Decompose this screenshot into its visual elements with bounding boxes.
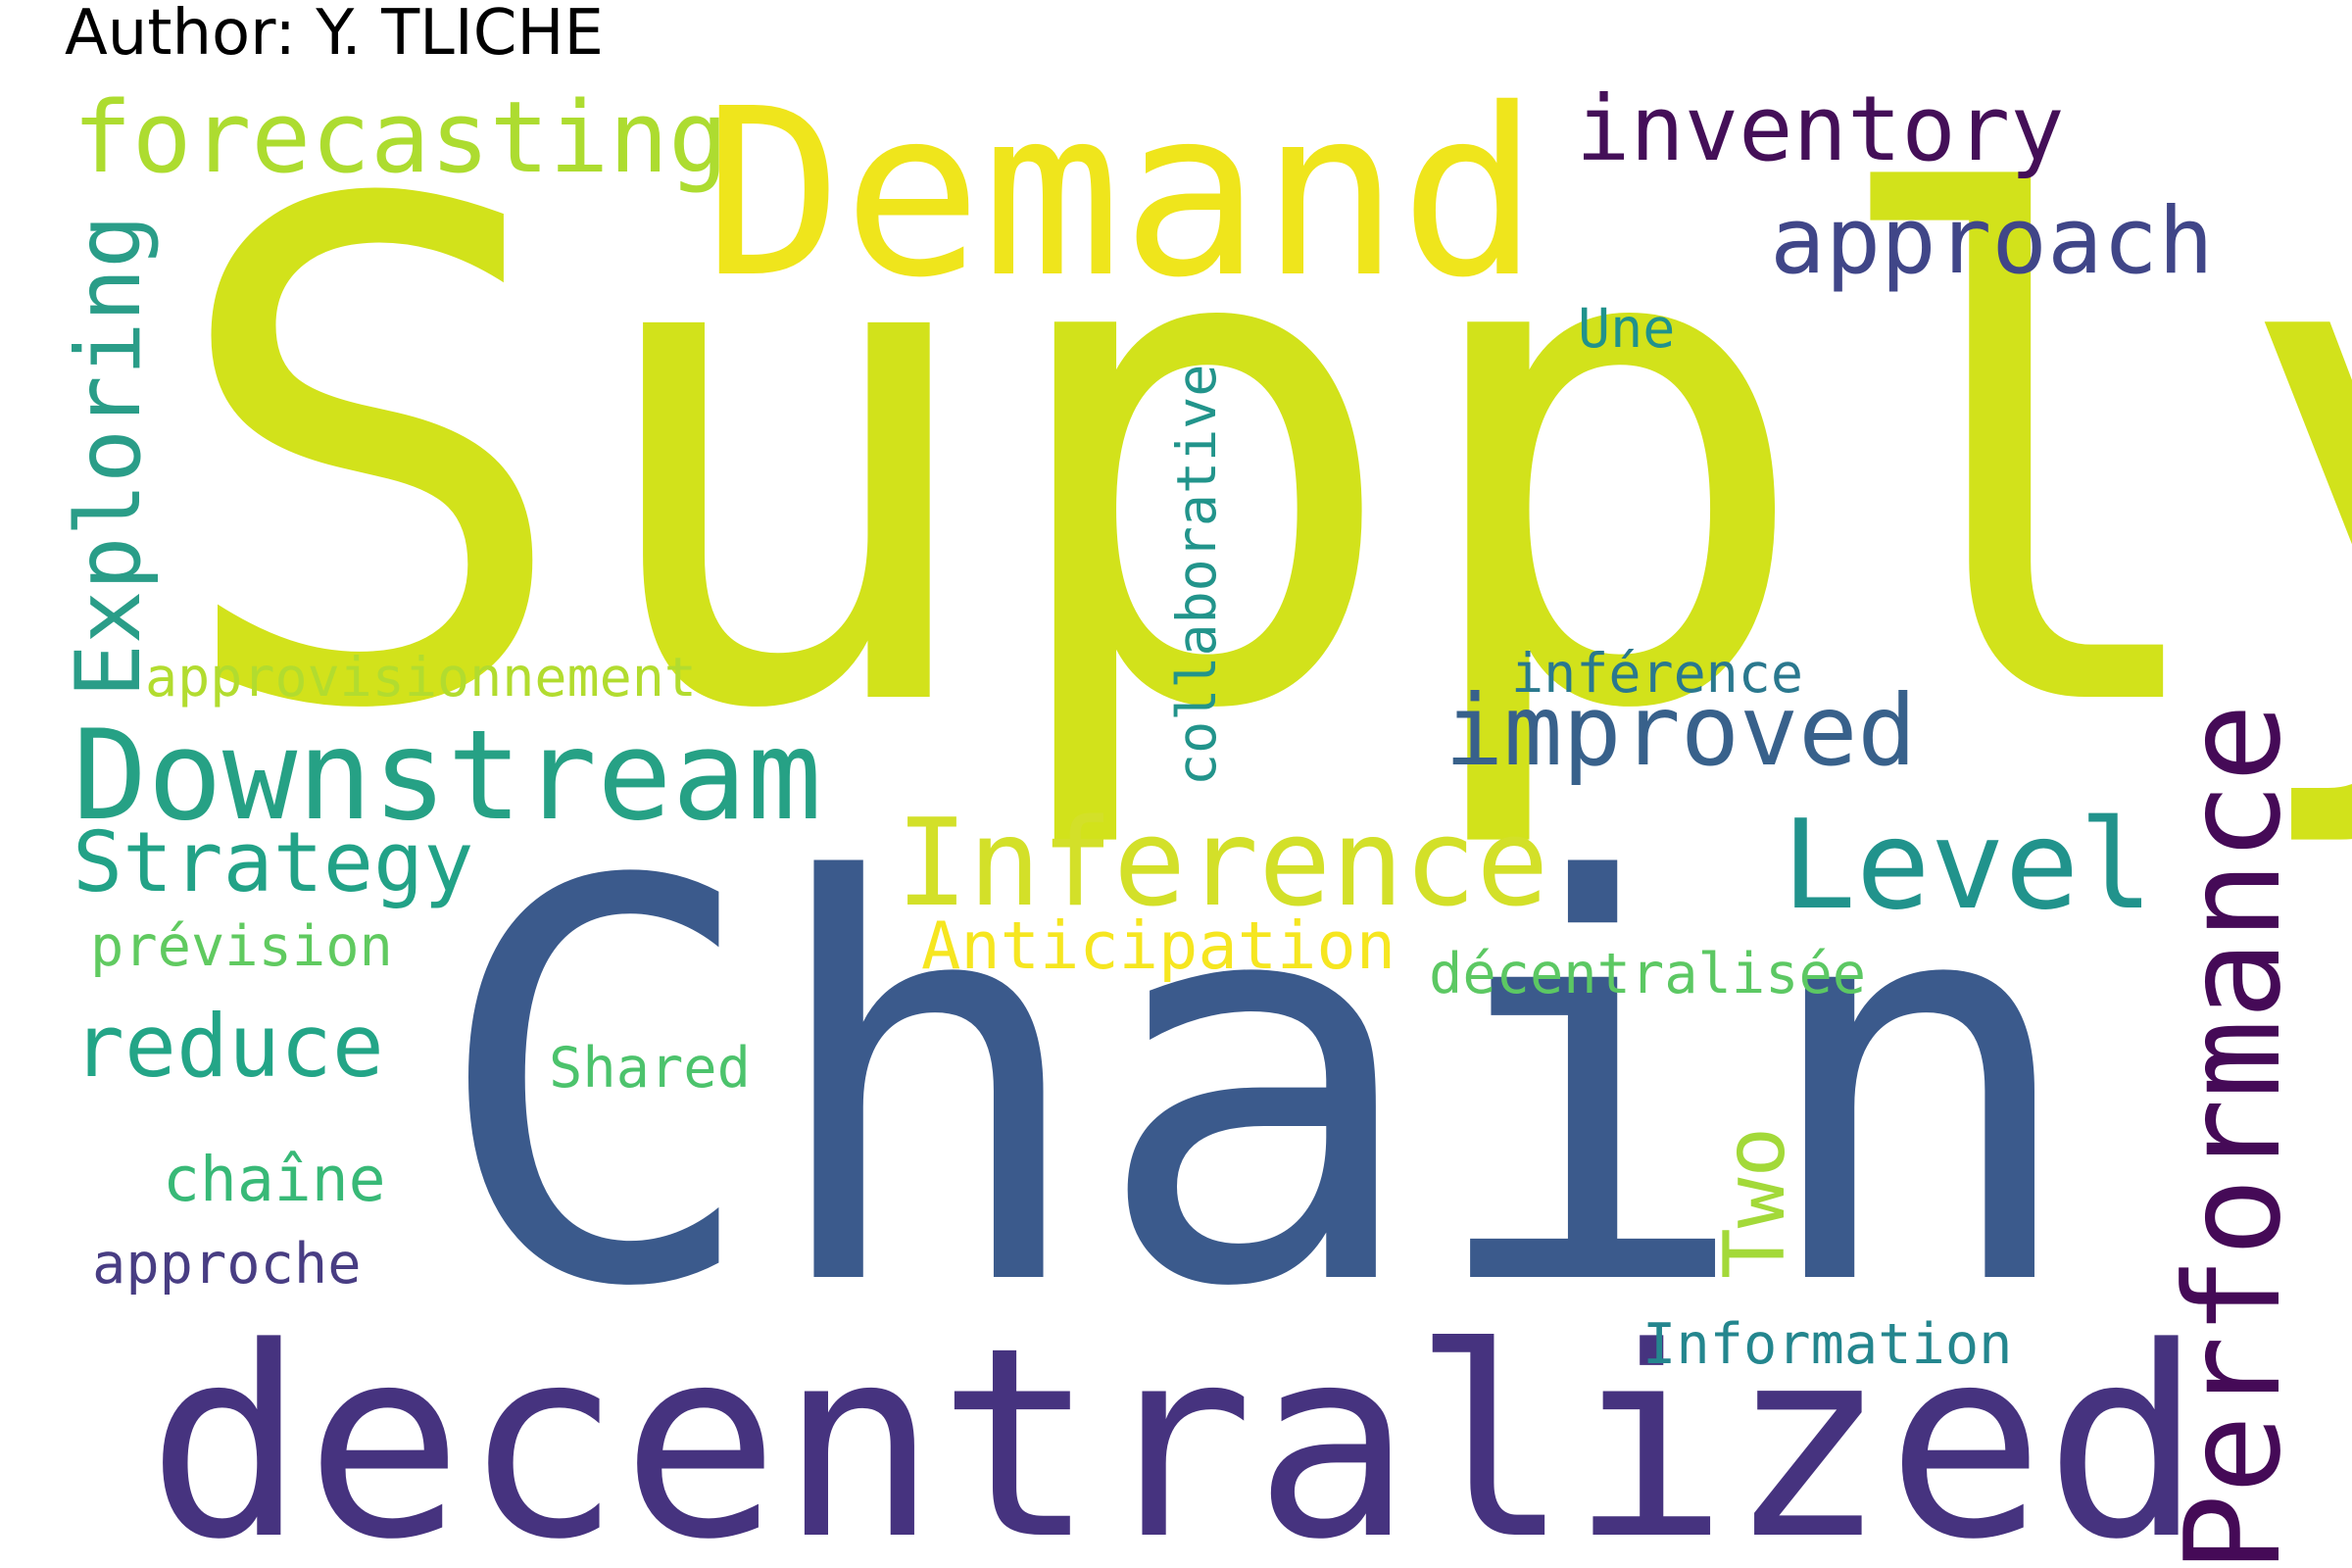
word-two: Two <box>1706 1126 1804 1279</box>
word-inference: Inference <box>896 794 1549 934</box>
word-demand: Demand <box>704 59 1540 328</box>
word-chaine: chaîne <box>163 1144 386 1215</box>
word-downstream: Downstream <box>73 703 822 848</box>
word-inference-fr: inférence <box>1511 642 1804 705</box>
word-une: Une <box>1578 297 1676 360</box>
word-strategy: Strategy <box>73 814 474 911</box>
word-reduce: reduce <box>73 996 384 1097</box>
word-shared: Shared <box>549 1036 751 1101</box>
word-performance: Performance <box>2157 703 2310 1568</box>
word-chain: Chain <box>431 768 2083 1407</box>
word-anticipation: Anticipation <box>921 907 1396 984</box>
word-supply: Supply <box>165 61 2352 859</box>
word-decentralized: decentralized <box>147 1292 2203 1568</box>
word-information: Information <box>1642 1312 2013 1377</box>
word-collaborative: collaborative <box>1165 364 1228 786</box>
word-decentralisee: décentralisée <box>1429 942 1867 1006</box>
word-approvisionnement: approvisionnement <box>145 646 697 709</box>
word-improved: improved <box>1445 673 1917 788</box>
word-exploring: Exploring <box>58 214 161 698</box>
author-label: Author: Y. TLICHE <box>65 0 604 70</box>
word-prevision: prévision <box>90 914 393 979</box>
word-approach: approach <box>1770 188 2214 295</box>
word-inventory: inventory <box>1576 76 2065 181</box>
word-forecasting: forecasting <box>73 79 728 195</box>
word-approche: approche <box>92 1232 362 1297</box>
word-level: Level <box>1782 793 2154 937</box>
